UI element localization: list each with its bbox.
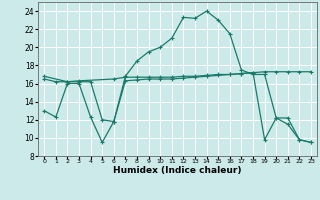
X-axis label: Humidex (Indice chaleur): Humidex (Indice chaleur)	[113, 166, 242, 175]
